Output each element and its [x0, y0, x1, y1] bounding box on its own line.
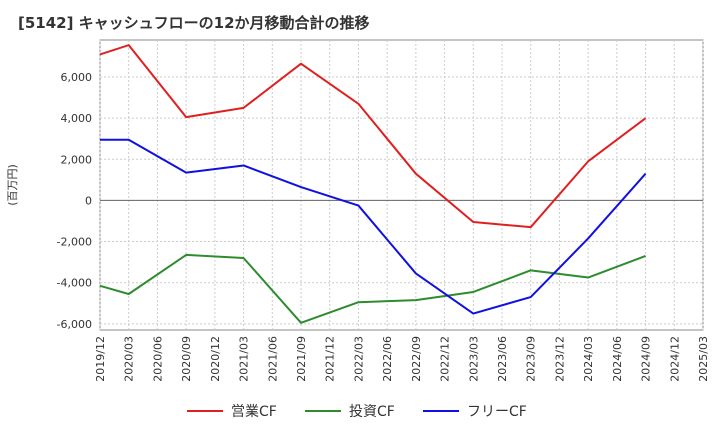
legend-layer: 営業CF 投資CF フリーCF	[187, 404, 527, 420]
x-tick-label: 2023/12	[553, 336, 566, 382]
x-tick-label: 2020/03	[123, 336, 136, 382]
x-tick-label: 2023/09	[525, 336, 538, 382]
x-tick-label: 2024/09	[640, 336, 653, 382]
legend-label: フリーCF	[467, 404, 527, 420]
series-line	[100, 138, 647, 315]
x-tick-label: 2021/03	[238, 336, 251, 382]
x-tick-label: 2024/03	[582, 336, 595, 382]
x-tick-label: 2021/06	[266, 336, 279, 382]
axis-layer: 2019/12 2020/03 2020/06 2020/09 2020/12 2021/…	[6, 71, 710, 382]
x-tick-label: 2021/12	[324, 336, 337, 382]
y-tick-label: -2,000	[57, 236, 92, 249]
y-tick-label: -6,000	[57, 318, 92, 331]
x-tick-label: 2025/03	[697, 336, 710, 382]
x-tick-label: 2022/12	[439, 336, 452, 382]
legend-label: 営業CF	[231, 404, 277, 420]
x-tick-label: 2020/12	[209, 336, 222, 382]
series-layer	[99, 44, 647, 324]
plot-frame	[99, 39, 704, 331]
x-tick-label: 2022/09	[410, 336, 423, 382]
x-tick-label: 2022/03	[352, 336, 365, 382]
chart-title: [5142] キャッシュフローの12か月移動合計の推移	[18, 14, 370, 32]
x-tick-label: 2022/06	[381, 336, 394, 382]
x-tick-label: 2020/06	[151, 336, 164, 382]
series-line	[99, 44, 647, 229]
x-tick-label: 2021/09	[295, 336, 308, 382]
y-tick-label: 2,000	[61, 153, 93, 166]
y-tick-label: 4,000	[61, 112, 93, 125]
legend-label: 投資CF	[349, 404, 395, 420]
x-tick-label: 2019/12	[94, 336, 107, 382]
grid-layer	[99, 39, 704, 331]
x-tick-label: 2023/03	[467, 336, 480, 382]
y-axis-label: (百万円)	[6, 164, 19, 206]
y-tick-label: 6,000	[61, 71, 93, 84]
x-tick-label: 2024/06	[611, 336, 624, 382]
y-tick-label: -4,000	[57, 277, 92, 290]
x-tick-label: 2023/06	[496, 336, 509, 382]
x-tick-label: 2020/09	[180, 336, 193, 382]
y-tick-label: 0	[85, 194, 92, 207]
x-tick-label: 2024/12	[668, 336, 681, 382]
series-line	[99, 253, 646, 324]
